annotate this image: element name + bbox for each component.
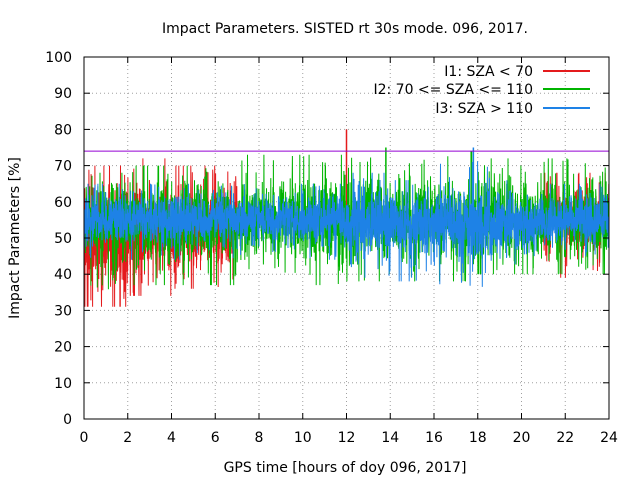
x-tick-label: 12 <box>338 430 356 446</box>
legend-label-3: I3: SZA > 110 <box>435 101 533 117</box>
legend: I1: SZA < 70 I2: 70 <= SZA <= 110 I3: SZA … <box>373 64 590 117</box>
x-tick-label: 6 <box>211 430 220 446</box>
y-tick-label: 50 <box>54 231 72 247</box>
y-axis-label: Impact Parameters [%] <box>7 157 23 319</box>
y-tick-label: 70 <box>54 159 72 175</box>
y-tick-label: 40 <box>54 267 72 283</box>
x-tick-label: 20 <box>513 430 531 446</box>
y-tick-label: 0 <box>63 412 72 428</box>
y-tick-label: 60 <box>54 195 72 211</box>
axes <box>83 56 610 420</box>
series-layer <box>84 129 609 307</box>
tick-labels: 0 2 4 6 8 10 12 14 16 18 20 22 240102030405060708090… <box>45 50 618 446</box>
y-tick-label: 10 <box>54 376 72 392</box>
legend-label-2: I2: 70 <= SZA <= 110 <box>373 82 533 98</box>
x-axis-label: GPS time [hours of doy 096, 2017] <box>224 460 467 476</box>
legend-label-1: I1: SZA < 70 <box>444 64 533 80</box>
x-tick-label: 0 <box>80 430 89 446</box>
y-tick-label: 80 <box>54 122 72 138</box>
y-tick-label: 20 <box>54 340 72 356</box>
x-tick-label: 18 <box>469 430 487 446</box>
x-tick-label: 10 <box>294 430 312 446</box>
chart-title: Impact Parameters. SISTED rt 30s mode. 0… <box>162 21 528 37</box>
x-tick-label: 24 <box>600 430 618 446</box>
x-tick-label: 14 <box>381 430 399 446</box>
x-tick-label: 4 <box>167 430 176 446</box>
y-tick-label: 30 <box>54 303 72 319</box>
series-line-3 <box>84 161 609 287</box>
y-tick-label: 90 <box>54 86 72 102</box>
x-tick-label: 2 <box>123 430 132 446</box>
y-tick-label: 100 <box>45 50 72 66</box>
x-tick-label: 8 <box>255 430 264 446</box>
x-tick-label: 22 <box>556 430 574 446</box>
x-tick-label: 16 <box>425 430 443 446</box>
